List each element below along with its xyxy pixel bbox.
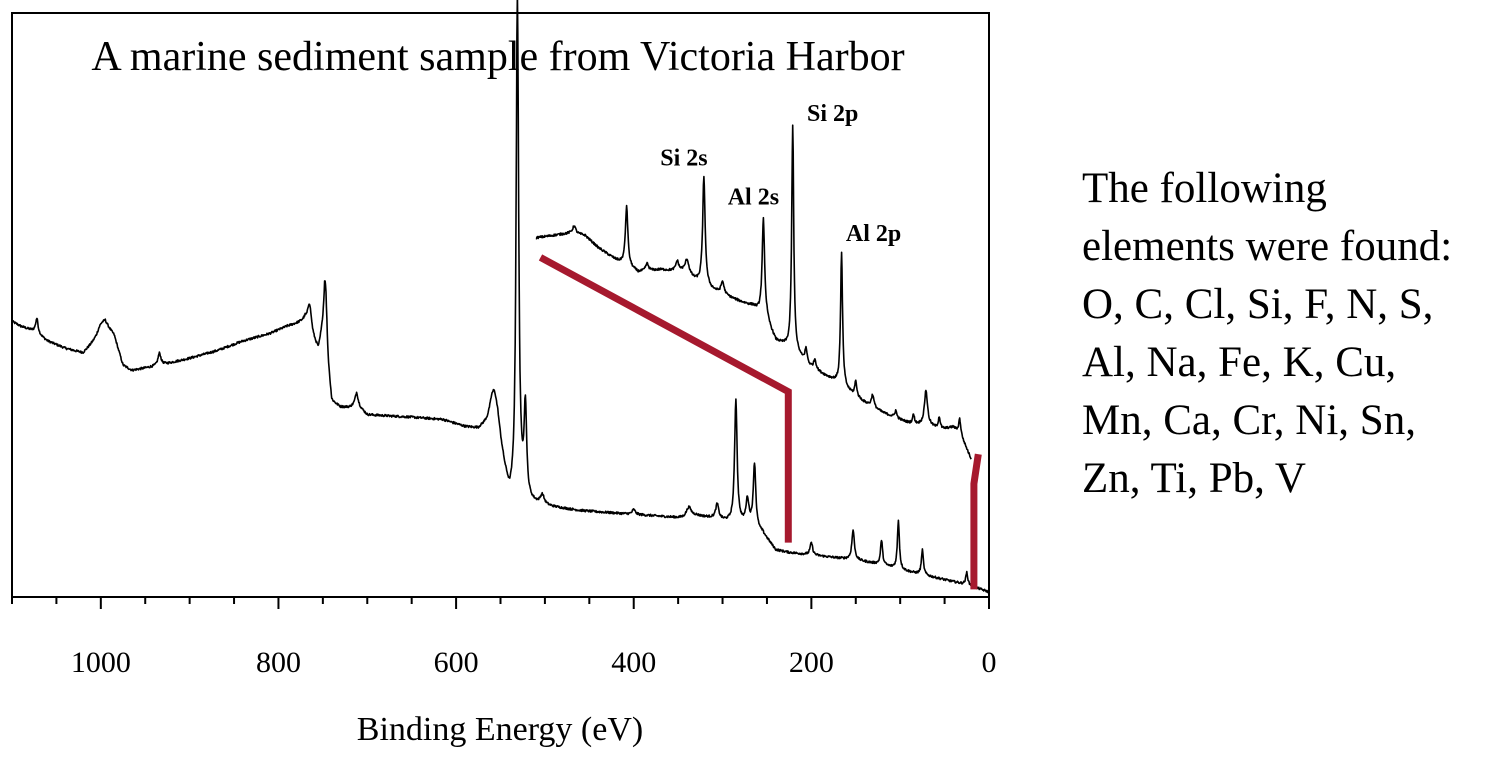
peak-label: Si 2s <box>660 146 707 172</box>
survey-spectrum-line <box>11 0 990 594</box>
note-line: Mn, Ca, Cr, Ni, Sn, <box>1082 397 1416 444</box>
peak-label: Si 2p <box>807 101 858 127</box>
x-axis-ticks <box>11 597 990 609</box>
inset-connector-left <box>538 254 792 543</box>
peak-label: Al 2s <box>728 185 779 211</box>
x-axis-title: Binding Energy (eV) <box>357 711 643 748</box>
peak-labels: Si 2s Al 2s Si 2p Al 2p <box>660 101 901 247</box>
x-tick-label: 400 <box>611 646 656 679</box>
note-line: The following <box>1082 165 1327 212</box>
inset-spectrum-line <box>535 124 972 460</box>
note-line: Al, Na, Fe, K, Cu, <box>1082 339 1397 386</box>
x-axis-tick-labels: 1000 800 600 400 200 0 <box>71 646 997 679</box>
note-line: O, C, Cl, Si, F, N, S, <box>1082 281 1434 328</box>
peak-label: Al 2p <box>846 221 901 247</box>
inset-connector-right <box>970 453 982 590</box>
x-tick-label: 0 <box>982 646 997 679</box>
x-tick-label: 200 <box>789 646 834 679</box>
x-tick-label: 600 <box>434 646 479 679</box>
chart-title: A marine sediment sample from Victoria H… <box>91 34 904 80</box>
x-tick-label: 800 <box>256 646 301 679</box>
elements-found-note: The following elements were found: O, C,… <box>1082 160 1502 508</box>
note-line: elements were found: <box>1082 223 1453 270</box>
note-line: Zn, Ti, Pb, V <box>1082 455 1306 502</box>
x-tick-label: 1000 <box>71 646 131 679</box>
